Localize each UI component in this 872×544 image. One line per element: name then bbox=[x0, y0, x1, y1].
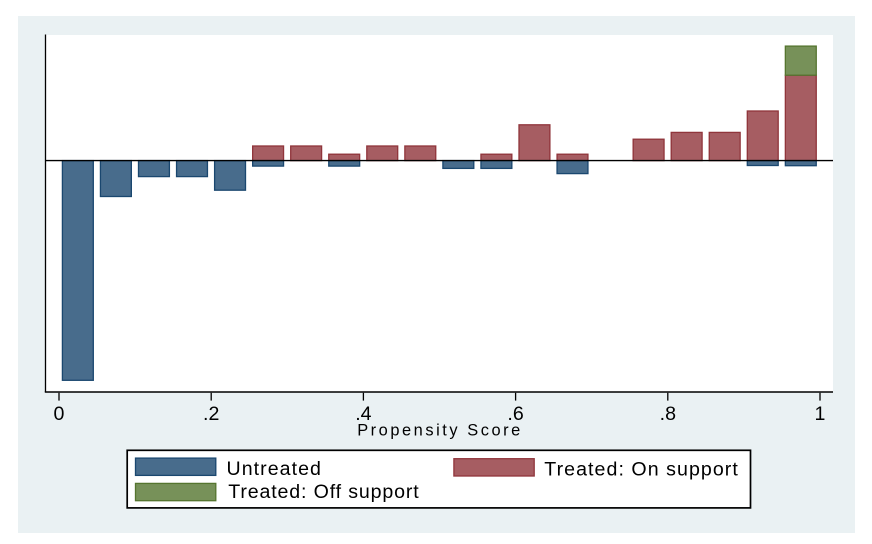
svg-text:Untreated: Untreated bbox=[227, 458, 323, 480]
svg-text:Treated: Off support: Treated: Off support bbox=[228, 481, 419, 503]
svg-text:0: 0 bbox=[54, 403, 65, 425]
svg-text:.4: .4 bbox=[355, 403, 371, 425]
svg-text:.6: .6 bbox=[507, 403, 523, 425]
svg-text:1: 1 bbox=[815, 403, 826, 425]
svg-text:Treated: On support: Treated: On support bbox=[544, 458, 739, 480]
svg-text:Propensity Score: Propensity Score bbox=[357, 421, 523, 439]
svg-text:.2: .2 bbox=[203, 403, 219, 425]
svg-text:.8: .8 bbox=[660, 403, 676, 425]
